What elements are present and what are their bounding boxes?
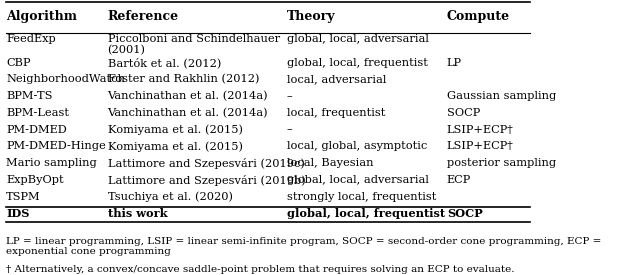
Text: Compute: Compute — [447, 10, 510, 23]
Text: BPM-Least: BPM-Least — [6, 108, 69, 118]
Text: ECP: ECP — [447, 175, 471, 185]
Text: PM-DMED: PM-DMED — [6, 125, 67, 134]
Text: Piccolboni and Schindelhauer
(2001): Piccolboni and Schindelhauer (2001) — [108, 34, 280, 56]
Text: BPM-TS: BPM-TS — [6, 91, 52, 101]
Text: NeighborhoodWatch: NeighborhoodWatch — [6, 74, 125, 84]
Text: Lattimore and Szepesvári (2019c): Lattimore and Szepesvári (2019c) — [108, 158, 305, 169]
Text: Reference: Reference — [108, 10, 179, 23]
Text: Komiyama et al. (2015): Komiyama et al. (2015) — [108, 141, 243, 152]
Text: global, local, adversarial: global, local, adversarial — [287, 175, 428, 185]
Text: LP: LP — [447, 57, 462, 68]
Text: Komiyama et al. (2015): Komiyama et al. (2015) — [108, 125, 243, 135]
Text: local, adversarial: local, adversarial — [287, 74, 386, 84]
Text: strongly local, frequentist: strongly local, frequentist — [287, 192, 436, 202]
Text: global, local, frequentist: global, local, frequentist — [287, 208, 445, 219]
Text: local, Bayesian: local, Bayesian — [287, 158, 373, 168]
Text: Gaussian sampling: Gaussian sampling — [447, 91, 556, 101]
Text: LSIP+ECP†: LSIP+ECP† — [447, 125, 514, 134]
Text: SOCP: SOCP — [447, 208, 483, 219]
Text: global, local, frequentist: global, local, frequentist — [287, 57, 428, 68]
Text: SOCP: SOCP — [447, 108, 480, 118]
Text: Vanchinathan et al. (2014a): Vanchinathan et al. (2014a) — [108, 108, 268, 118]
Text: Algorithm: Algorithm — [6, 10, 77, 23]
Text: local, global, asymptotic: local, global, asymptotic — [287, 141, 427, 151]
Text: LP = linear programming, LSIP = linear semi-infinite program, SOCP = second-orde: LP = linear programming, LSIP = linear s… — [6, 237, 602, 257]
Text: CBP: CBP — [6, 57, 31, 68]
Text: Tsuchiya et al. (2020): Tsuchiya et al. (2020) — [108, 192, 232, 202]
Text: Mario sampling: Mario sampling — [6, 158, 97, 168]
Text: –: – — [287, 125, 292, 134]
Text: † Alternatively, a convex/concave saddle-point problem that requires solving an : † Alternatively, a convex/concave saddle… — [6, 265, 515, 274]
Text: local, frequentist: local, frequentist — [287, 108, 385, 118]
Text: Vanchinathan et al. (2014a): Vanchinathan et al. (2014a) — [108, 91, 268, 101]
Text: posterior sampling: posterior sampling — [447, 158, 556, 168]
Text: Theory: Theory — [287, 10, 335, 23]
Text: FeedExp: FeedExp — [6, 34, 56, 44]
Text: Lattimore and Szepesvári (2019b): Lattimore and Szepesvári (2019b) — [108, 175, 305, 186]
Text: PM-DMED-Hinge: PM-DMED-Hinge — [6, 141, 106, 151]
Text: IDS: IDS — [6, 208, 29, 219]
Text: global, local, adversarial: global, local, adversarial — [287, 34, 428, 44]
Text: ExpByOpt: ExpByOpt — [6, 175, 63, 185]
Text: Bartók et al. (2012): Bartók et al. (2012) — [108, 57, 221, 68]
Text: Foster and Rakhlin (2012): Foster and Rakhlin (2012) — [108, 74, 259, 85]
Text: TSPM: TSPM — [6, 192, 41, 202]
Text: –: – — [287, 91, 292, 101]
Text: this work: this work — [108, 208, 167, 219]
Text: LSIP+ECP†: LSIP+ECP† — [447, 141, 514, 151]
